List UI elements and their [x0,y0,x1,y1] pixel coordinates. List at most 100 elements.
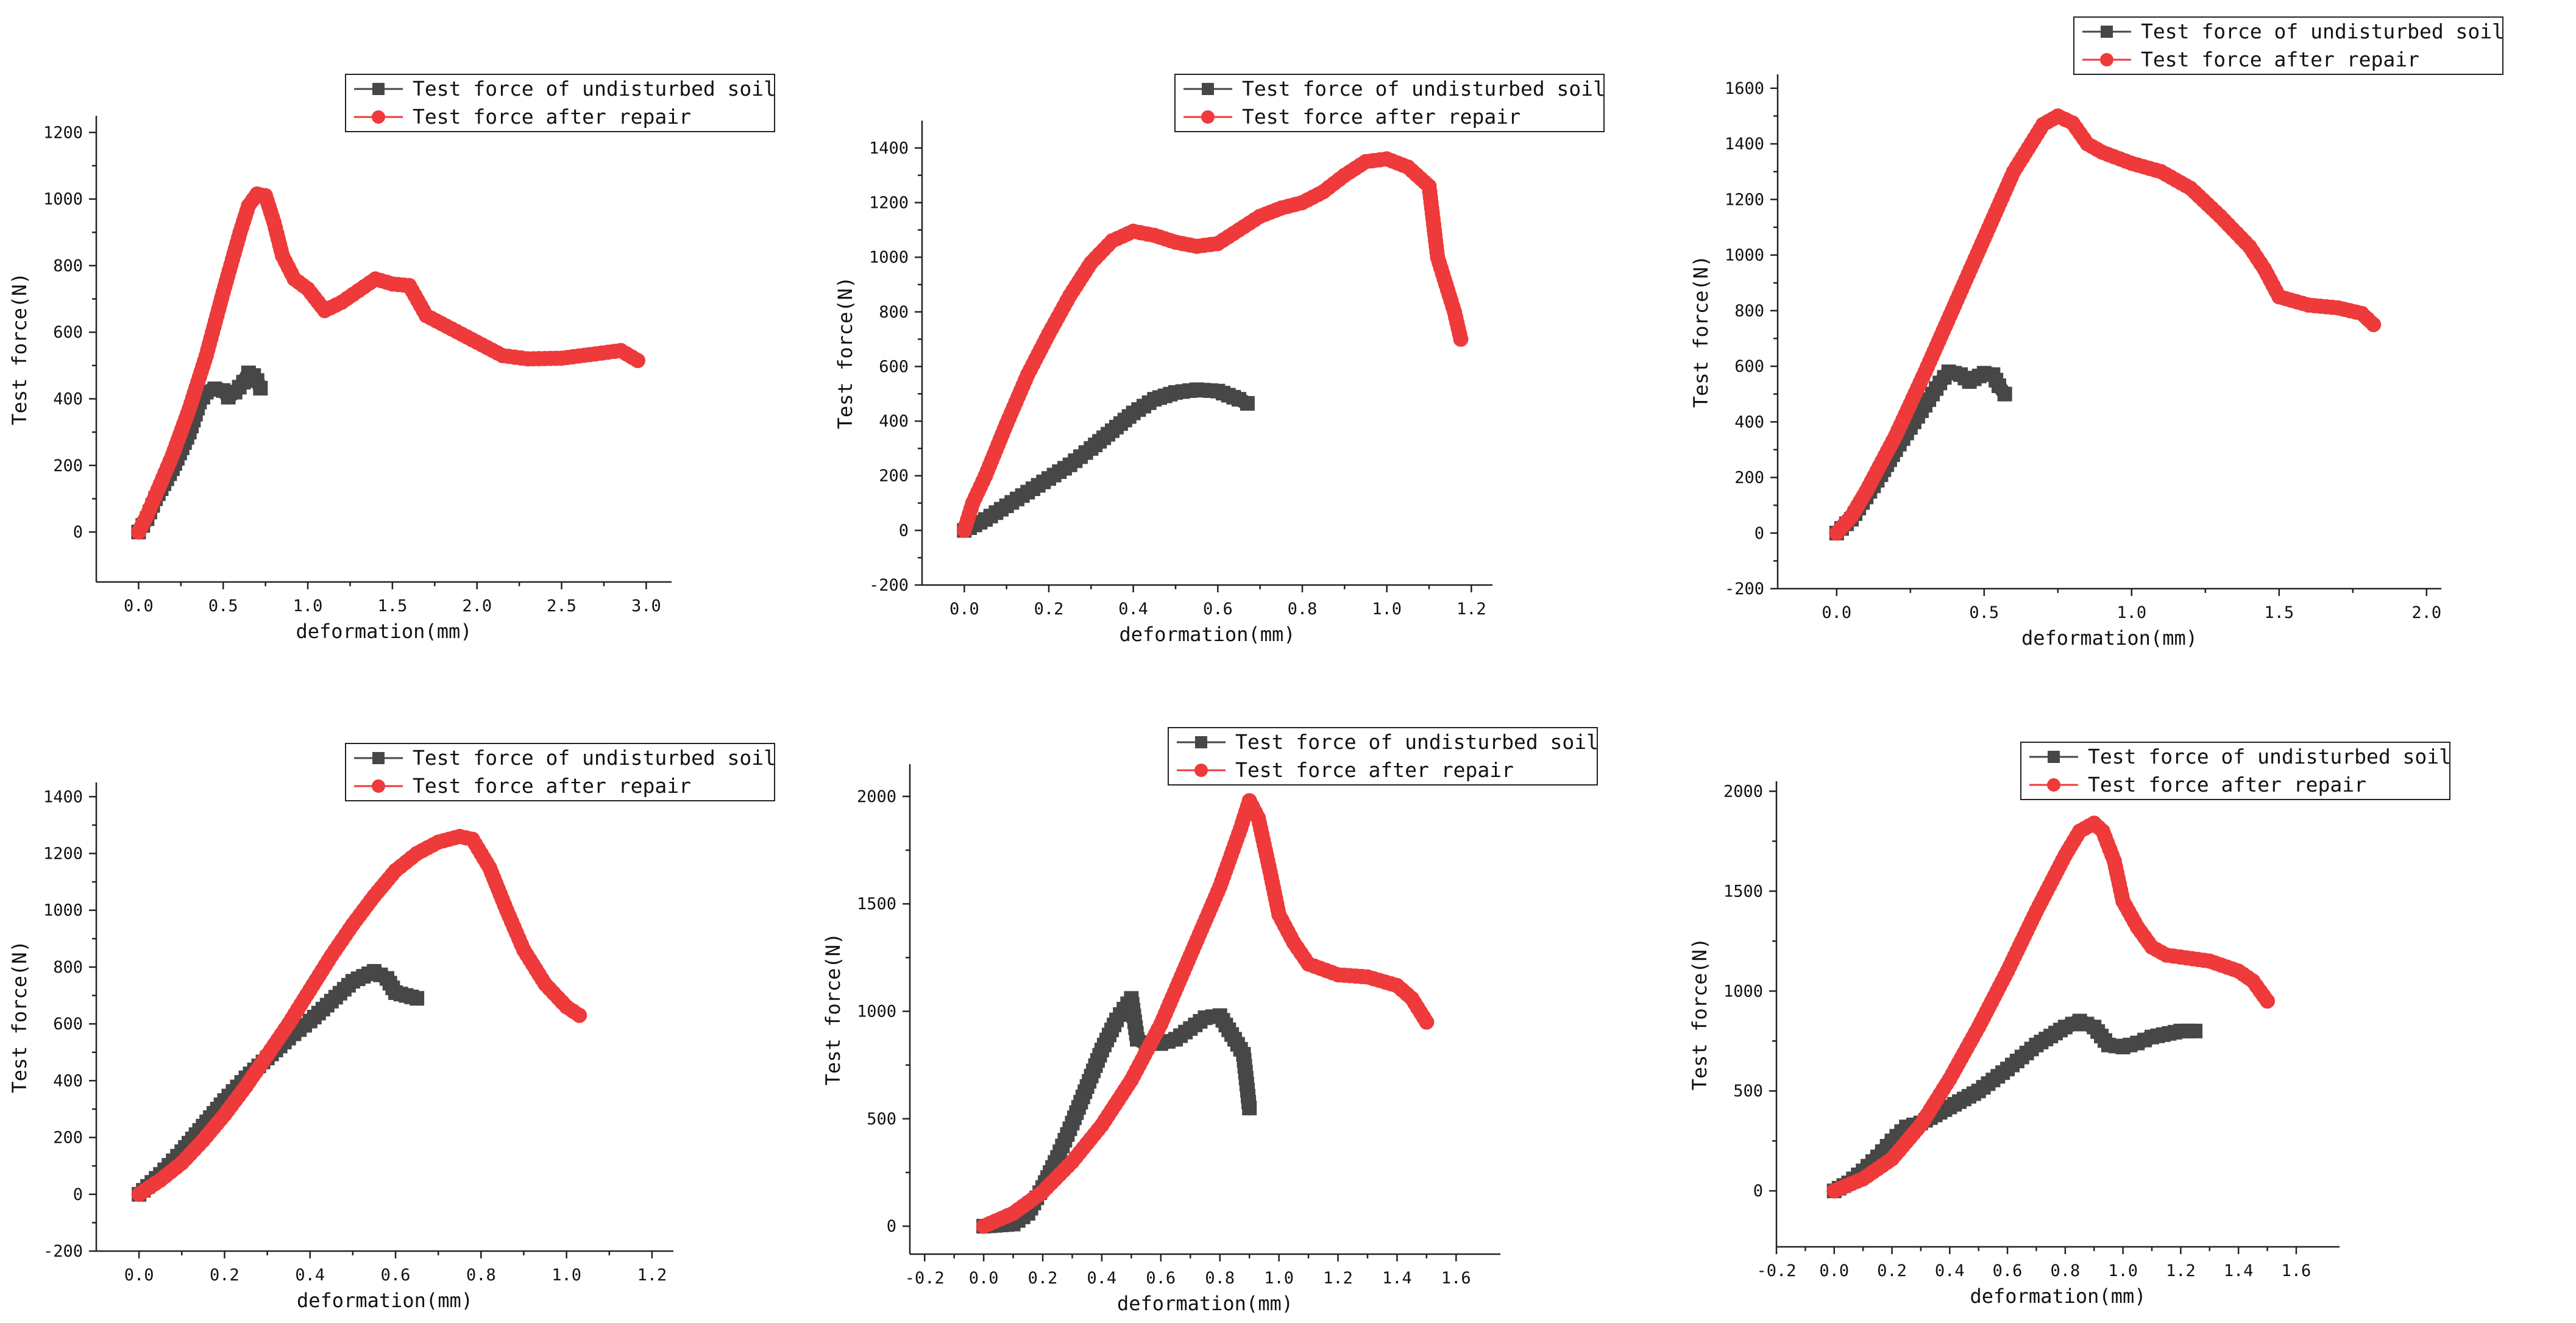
legend-circle-marker [372,110,385,124]
x-tick-label: 0.8 [2050,1261,2080,1280]
data-point-marker [2188,1023,2203,1038]
x-tick-label: 0.8 [1288,600,1318,619]
x-tick-label: 2.0 [462,597,492,615]
chart-5: -0.2 0.0 0.2 0.4 0.6 0.8 1.0 1.2 1.4 1.6 0 500 1000 1… [821,727,1598,1315]
x-tick-label: 0.0 [949,600,979,619]
legend-box [1168,727,1598,786]
legend: Test force of undisturbed soil Test force… [2073,16,2504,75]
y-tick-label: 0 [899,521,909,540]
legend-label: Test force after repair [1235,758,1514,782]
x-tick-label: 1.5 [377,597,407,615]
x-tick-label: 0.6 [1203,600,1233,619]
y-tick-label: 0 [887,1217,896,1236]
x-tick-label: 0.6 [381,1266,411,1285]
legend-label: Test force of undisturbed soil [413,77,776,101]
legend-box [2073,16,2503,75]
chart-6: -0.2 0.0 0.2 0.4 0.6 0.8 1.0 1.2 1.4 1.6 0 500 1000 1… [1688,742,2451,1308]
y-tick-label: 200 [53,1129,83,1147]
x-tick-label: 0.4 [1087,1269,1117,1288]
x-tick-label: 0.4 [295,1266,325,1285]
x-tick-label: 1.0 [2108,1261,2138,1280]
x-tick-label: 1.2 [1323,1269,1353,1288]
y-axis-title: Test force(N) [834,277,857,429]
legend-label: Test force of undisturbed soil [2088,745,2451,768]
x-axis-title: deformation(mm) [1970,1285,2146,1308]
x-tick-label: 1.4 [1382,1269,1412,1288]
x-tick-label: 1.2 [1457,600,1486,619]
y-tick-label: 1200 [43,845,83,864]
legend-square-marker [372,83,385,95]
legend-circle-marker [2100,53,2113,66]
x-tick-label: 0.5 [1969,603,1999,622]
y-tick-label: 800 [879,303,909,322]
x-tick-label: 0.0 [969,1269,999,1288]
x-tick-label: 1.0 [1264,1269,1294,1288]
legend-label: Test force of undisturbed soil [413,746,776,770]
series-after-repair [131,829,587,1202]
chart-3: 0.0 0.5 1.0 1.5 2.0 -200 0 200 400 600 800 1000 1200… [1689,16,2504,650]
legend: Test force of undisturbed soil Test force… [345,74,776,132]
legend: Test force of undisturbed soil Test force… [345,743,776,801]
y-tick-label: 600 [1734,357,1764,376]
series-after-repair [976,793,1435,1234]
y-tick-label: 500 [867,1110,896,1129]
x-tick-label: 0.0 [124,597,154,615]
y-tick-label: -200 [1725,580,1764,598]
x-tick-label: 0.6 [1993,1261,2023,1280]
series-after-repair [130,186,645,540]
series-line [1829,108,2381,541]
y-tick-label: 1000 [1725,246,1764,265]
y-tick-label: 400 [879,412,909,431]
data-point-marker [2366,317,2382,333]
legend-square-marker [372,752,385,764]
y-tick-label: 1000 [869,248,909,267]
x-tick-label: 0.5 [208,597,238,615]
y-axis-title: Test force(N) [1688,938,1711,1090]
y-tick-label: 200 [53,456,83,475]
y-tick-label: 1000 [857,1002,896,1021]
y-tick-label: 0 [1755,524,1764,543]
legend: Test force of undisturbed soil Test force… [1174,74,1605,132]
x-tick-label: 0.4 [1935,1261,1965,1280]
y-tick-label: 0 [73,1185,83,1204]
x-tick-label: 0.4 [1118,600,1148,619]
y-axis-title: Test force(N) [1689,255,1712,408]
legend: Test force of undisturbed soil Test force… [1168,727,1598,786]
x-tick-label: 1.6 [2282,1261,2312,1280]
x-tick-label: 0.0 [1822,603,1851,622]
y-tick-label: 600 [879,357,909,376]
data-point-marker [572,1007,587,1023]
data-point-marker [1419,1014,1435,1030]
y-tick-label: 1000 [43,901,83,920]
y-tick-label: -200 [43,1242,83,1261]
y-tick-label: 2000 [1723,782,1763,801]
legend-label: Test force after repair [2141,48,2419,71]
x-axis-title: deformation(mm) [2021,626,2198,650]
x-tick-label: 2.0 [2411,603,2441,622]
y-tick-label: 1400 [43,787,83,806]
y-tick-label: 1500 [1723,882,1763,901]
y-tick-label: 1400 [869,139,909,158]
data-point-marker [1242,1101,1257,1116]
data-point-marker [410,991,425,1006]
y-axis-title: Test force(N) [8,272,31,425]
data-point-marker [630,353,645,369]
legend-label: Test force after repair [413,105,691,129]
series-undisturbed-soil [976,991,1257,1234]
x-tick-label: 2.5 [547,597,577,615]
x-tick-label: -0.2 [905,1269,945,1288]
legend: Test force of undisturbed soil Test force… [2020,742,2451,800]
y-tick-label: 400 [53,389,83,408]
x-tick-label: 1.2 [2166,1261,2196,1280]
y-tick-label: 800 [53,958,83,977]
x-tick-label: 0.2 [1028,1269,1058,1288]
y-tick-label: 1000 [43,190,83,209]
y-tick-label: 1600 [1725,79,1764,98]
chart-4: 0.0 0.2 0.4 0.6 0.8 1.0 1.2 -200 0 200 400 600 800 10… [8,743,776,1312]
x-tick-label: 0.2 [1034,600,1064,619]
chart-2: 0.0 0.2 0.4 0.6 0.8 1.0 1.2 -200 0 200 400 600 800 10… [834,74,1605,646]
y-tick-label: 600 [53,1015,83,1034]
x-tick-label: 0.2 [210,1266,240,1285]
data-point-marker [1240,395,1255,411]
